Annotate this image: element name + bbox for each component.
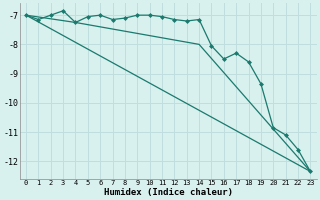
X-axis label: Humidex (Indice chaleur): Humidex (Indice chaleur) <box>104 188 233 197</box>
